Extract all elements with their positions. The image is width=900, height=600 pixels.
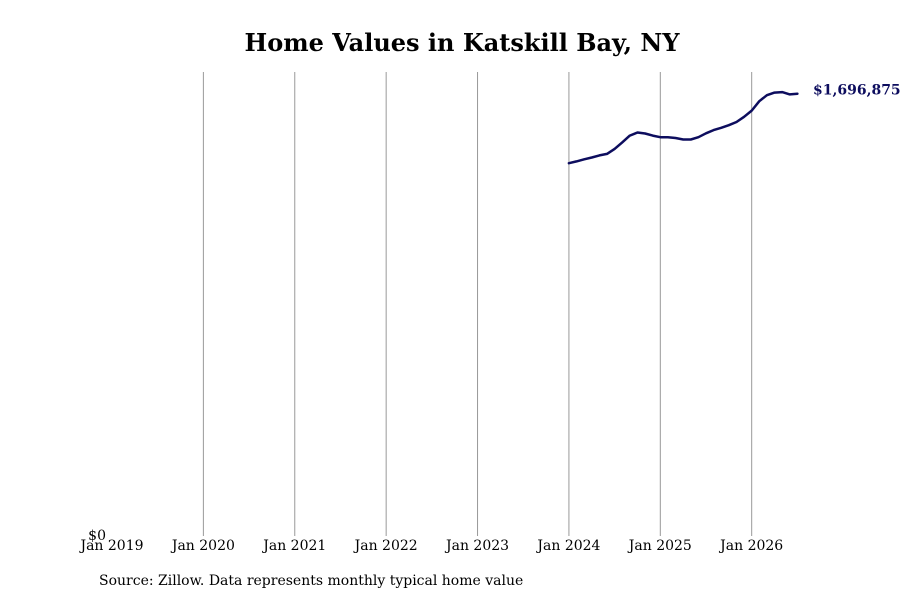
home-value-line — [567, 90, 799, 165]
x-tick-label: Jan 2020 — [170, 538, 235, 554]
chart-title: Home Values in Katskill Bay, NY — [244, 28, 680, 57]
x-tick-label: Jan 2026 — [718, 538, 783, 554]
x-tick-label: Jan 2023 — [444, 538, 509, 554]
x-tick-label: Jan 2021 — [261, 538, 326, 554]
x-tick-label: Jan 2022 — [353, 538, 418, 554]
end-value-label: $1,696,875 — [813, 83, 900, 99]
source-note: Source: Zillow. Data represents monthly … — [99, 573, 524, 589]
y-tick-label: $0 — [88, 528, 106, 544]
x-tick-label: Jan 2019 — [78, 538, 143, 554]
x-tick-label: Jan 2025 — [627, 538, 692, 554]
x-tick-label: Jan 2024 — [535, 538, 600, 554]
